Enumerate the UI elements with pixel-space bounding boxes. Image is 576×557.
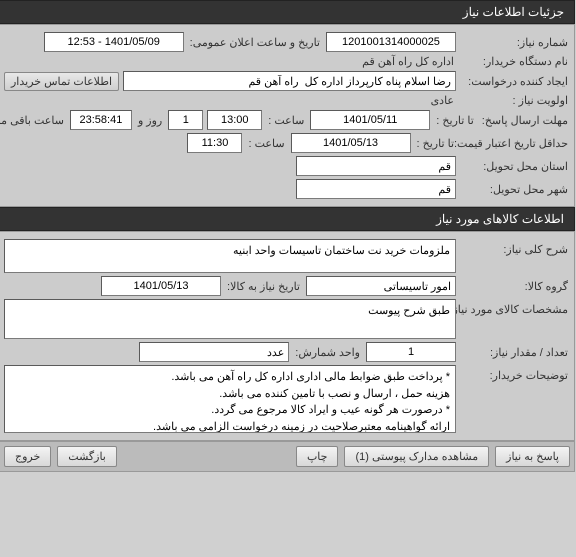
summary-label: شرح کلی نیاز: bbox=[461, 239, 571, 256]
panel-need-details: شماره نیاز: تاریخ و ساعت اعلان عمومی: نا… bbox=[0, 24, 576, 207]
qty-input[interactable] bbox=[367, 342, 457, 362]
deadline-label: مهلت ارسال پاسخ: bbox=[481, 114, 571, 127]
reply-button[interactable]: پاسخ به نیاز bbox=[496, 446, 571, 467]
need-date-label: تاریخ نیاز به کالا: bbox=[226, 280, 303, 293]
time-label-1: ساعت : bbox=[267, 114, 307, 127]
footer-spacer bbox=[124, 446, 291, 467]
spec-label: مشخصات کالای مورد نیاز: bbox=[461, 299, 571, 316]
reply-date-input[interactable] bbox=[311, 110, 431, 130]
reply-time-input[interactable] bbox=[208, 110, 263, 130]
creator-label: ایجاد کننده درخواست: bbox=[461, 75, 571, 88]
validity-label: حداقل تاریخ اعتبار قیمت: bbox=[461, 137, 571, 150]
summary-textarea[interactable] bbox=[5, 239, 457, 273]
spec-textarea[interactable] bbox=[5, 299, 457, 339]
city-label: شهر محل تحویل: bbox=[461, 183, 571, 196]
back-button[interactable]: بازگشت bbox=[58, 446, 118, 467]
to-date-label-2: تا تاریخ : bbox=[416, 137, 457, 150]
buyer-contact-button[interactable]: اطلاعات تماس خریدار bbox=[5, 72, 120, 91]
unit-label: واحد شمارش: bbox=[294, 346, 363, 359]
qty-label: تعداد / مقدار نیاز: bbox=[461, 346, 571, 359]
province-label: استان محل تحویل: bbox=[461, 160, 571, 173]
group-label: گروه کالا: bbox=[461, 280, 571, 293]
days-input[interactable] bbox=[169, 110, 204, 130]
days-label: روز و bbox=[137, 114, 165, 127]
announce-dt-input[interactable] bbox=[45, 32, 185, 52]
unit-input[interactable] bbox=[140, 342, 290, 362]
validity-date-input[interactable] bbox=[292, 133, 412, 153]
announce-dt-label: تاریخ و ساعت اعلان عمومی: bbox=[189, 36, 323, 49]
remaining-label: ساعت باقی مانده bbox=[0, 114, 67, 127]
exit-button[interactable]: خروج bbox=[5, 446, 52, 467]
buyer-org-value: اداره کل راه آهن قم bbox=[361, 55, 457, 68]
panel-items: شرح کلی نیاز: گروه کالا: تاریخ نیاز به ک… bbox=[0, 231, 576, 441]
validity-time-input[interactable] bbox=[188, 133, 243, 153]
priority-value: عادی bbox=[430, 94, 457, 107]
attachments-button[interactable]: مشاهده مدارک پیوستی (1) bbox=[345, 446, 490, 467]
to-date-label-1: تا تاریخ : bbox=[435, 114, 476, 127]
city-input[interactable] bbox=[297, 179, 457, 199]
time-label-2: ساعت : bbox=[247, 137, 287, 150]
creator-input[interactable] bbox=[124, 71, 457, 91]
section-header-items: اطلاعات کالاهای مورد نیاز bbox=[0, 207, 576, 231]
priority-label: اولویت نیاز : bbox=[461, 94, 571, 107]
remaining-time-input bbox=[71, 110, 133, 130]
print-button[interactable]: چاپ bbox=[297, 446, 340, 467]
need-no-input[interactable] bbox=[327, 32, 457, 52]
section-header-need-details: جزئیات اطلاعات نیاز bbox=[0, 0, 576, 24]
notes-label: توضیحات خریدار: bbox=[461, 365, 571, 382]
need-no-label: شماره نیاز: bbox=[461, 36, 571, 49]
province-input[interactable] bbox=[297, 156, 457, 176]
buyer-org-label: نام دستگاه خریدار: bbox=[461, 55, 571, 68]
footer-bar: پاسخ به نیاز مشاهده مدارک پیوستی (1) چاپ… bbox=[0, 441, 576, 472]
need-date-input[interactable] bbox=[102, 276, 222, 296]
notes-textarea[interactable] bbox=[5, 365, 457, 433]
group-input[interactable] bbox=[307, 276, 457, 296]
